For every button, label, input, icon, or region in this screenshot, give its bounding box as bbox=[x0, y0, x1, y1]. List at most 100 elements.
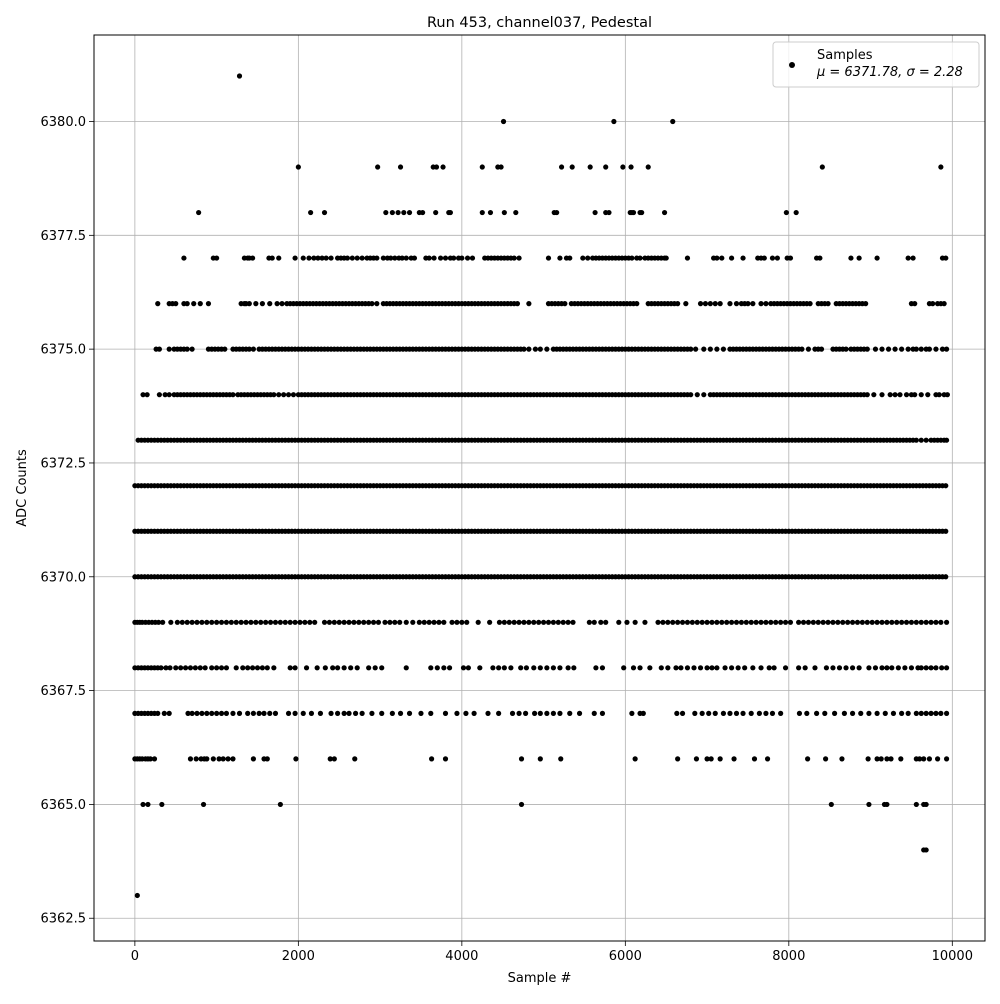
data-point bbox=[722, 665, 728, 671]
data-point bbox=[761, 255, 767, 261]
data-point bbox=[665, 619, 671, 625]
data-point bbox=[334, 710, 341, 716]
data-point bbox=[540, 619, 547, 625]
data-point bbox=[704, 756, 710, 762]
data-point bbox=[379, 710, 385, 716]
data-point bbox=[943, 483, 949, 489]
data-point bbox=[230, 710, 236, 716]
plot-frame bbox=[93, 34, 986, 942]
data-point bbox=[684, 255, 691, 261]
data-point bbox=[697, 301, 704, 307]
data-point bbox=[783, 209, 789, 216]
data-point bbox=[879, 665, 885, 671]
data-point bbox=[277, 801, 283, 808]
data-point bbox=[437, 255, 444, 261]
data-point bbox=[645, 164, 651, 170]
data-point bbox=[758, 665, 764, 671]
data-point bbox=[159, 801, 165, 808]
data-point bbox=[599, 710, 606, 716]
data-point bbox=[763, 301, 769, 307]
data-point bbox=[905, 710, 911, 716]
data-point bbox=[369, 710, 375, 716]
data-point bbox=[223, 710, 230, 716]
data-point bbox=[387, 619, 393, 625]
data-point bbox=[300, 710, 306, 716]
y-tick-label: 6377.5 bbox=[41, 229, 87, 244]
data-point bbox=[331, 619, 337, 625]
data-point bbox=[606, 209, 612, 216]
data-point bbox=[913, 710, 919, 716]
data-point bbox=[758, 301, 764, 307]
data-point bbox=[913, 619, 919, 625]
data-point bbox=[560, 619, 566, 625]
data-point bbox=[630, 665, 637, 671]
data-point bbox=[621, 665, 627, 671]
data-point bbox=[866, 801, 872, 808]
data-point bbox=[720, 346, 727, 352]
data-point bbox=[218, 710, 225, 716]
data-point bbox=[454, 710, 460, 716]
data-point bbox=[336, 619, 342, 625]
data-point bbox=[923, 665, 929, 671]
data-point bbox=[243, 619, 249, 625]
data-point bbox=[702, 301, 709, 307]
data-point bbox=[943, 528, 949, 534]
data-point bbox=[923, 619, 929, 625]
data-point bbox=[933, 710, 939, 716]
data-point bbox=[740, 255, 746, 261]
data-point bbox=[807, 301, 813, 307]
y-tick-label: 6362.5 bbox=[41, 912, 87, 927]
data-point bbox=[155, 301, 161, 307]
data-point bbox=[223, 619, 230, 625]
data-point bbox=[182, 665, 189, 671]
data-point bbox=[498, 164, 504, 170]
data-point bbox=[771, 665, 777, 671]
data-point bbox=[624, 619, 630, 625]
data-point bbox=[328, 710, 334, 716]
data-point bbox=[167, 665, 173, 671]
data-point bbox=[256, 710, 262, 716]
data-point bbox=[521, 619, 527, 625]
data-point bbox=[872, 665, 879, 671]
data-point bbox=[311, 255, 317, 261]
data-point bbox=[214, 710, 220, 716]
data-point bbox=[209, 710, 215, 716]
data-point bbox=[537, 346, 543, 352]
y-tick-label: 6367.5 bbox=[41, 684, 87, 699]
data-point bbox=[889, 619, 895, 625]
y-tick-label: 6372.5 bbox=[41, 456, 87, 471]
data-point bbox=[300, 255, 306, 261]
data-point bbox=[383, 209, 389, 216]
data-point bbox=[479, 164, 485, 170]
data-point bbox=[885, 346, 892, 352]
data-point bbox=[934, 756, 941, 762]
data-point bbox=[884, 801, 890, 808]
data-point bbox=[518, 756, 525, 762]
data-point bbox=[848, 255, 854, 261]
data-point bbox=[508, 665, 514, 671]
data-point bbox=[694, 619, 700, 625]
data-point bbox=[712, 301, 718, 307]
data-point bbox=[899, 346, 905, 352]
data-point bbox=[189, 619, 195, 625]
data-point bbox=[319, 255, 325, 261]
chart-title: Run 453, channel037, Pedestal bbox=[427, 15, 652, 31]
data-point bbox=[178, 665, 184, 671]
data-point bbox=[704, 619, 710, 625]
data-point bbox=[220, 756, 226, 762]
data-point bbox=[526, 301, 532, 307]
data-point bbox=[683, 301, 689, 307]
data-point bbox=[632, 756, 638, 762]
data-point bbox=[307, 619, 313, 625]
data-point bbox=[366, 665, 372, 671]
data-point bbox=[593, 665, 599, 671]
data-point bbox=[815, 619, 821, 625]
y-tick-label: 6370.0 bbox=[41, 570, 87, 585]
data-point bbox=[475, 619, 481, 625]
data-point bbox=[830, 619, 836, 625]
data-point bbox=[701, 346, 707, 352]
data-point bbox=[933, 619, 939, 625]
data-point bbox=[184, 301, 190, 307]
data-point bbox=[768, 619, 774, 625]
data-point bbox=[753, 619, 759, 625]
